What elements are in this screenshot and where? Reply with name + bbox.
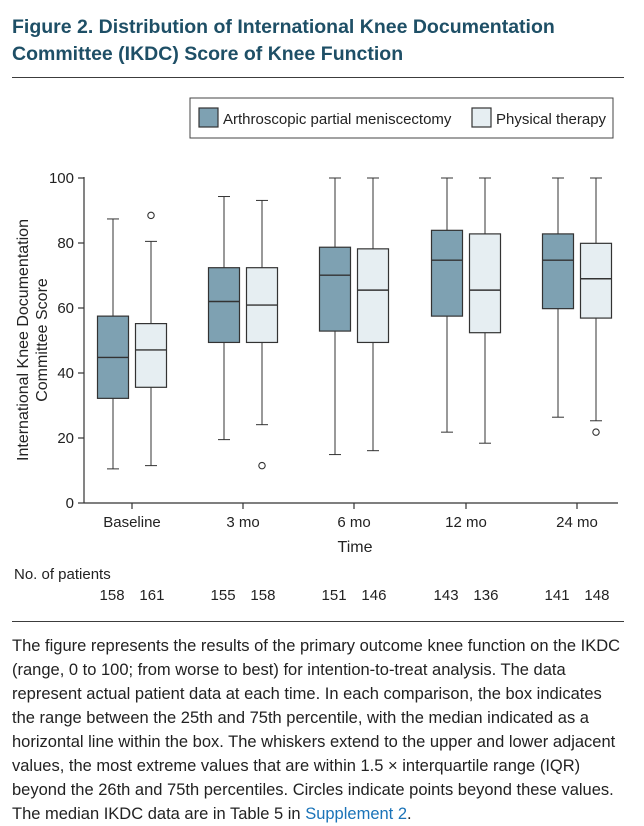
box-pt-5 <box>579 177 613 436</box>
patient-count: 155 <box>211 587 236 604</box>
y-tick-label: 80 <box>57 235 74 252</box>
box-pt-3 <box>356 177 390 452</box>
caption-divider <box>12 621 624 622</box>
outlier-point <box>147 211 155 220</box>
legend-label-1: Arthroscopic partial meniscectomy <box>223 111 452 128</box>
patient-count: 141 <box>545 587 570 604</box>
y-tick-label: 60 <box>57 300 74 317</box>
patient-count: 158 <box>250 587 275 604</box>
box-pt-1 <box>134 211 168 467</box>
legend-swatch-2 <box>471 107 492 128</box>
y-axis-title: International Knee Documentation Committe… <box>15 219 51 461</box>
box-apm-2 <box>207 196 241 441</box>
iqr-box <box>468 233 502 334</box>
x-tick-label: 3 mo <box>226 514 259 531</box>
title-divider <box>12 77 624 78</box>
x-tick-label: Baseline <box>103 514 161 531</box>
patients-label: No. of patients <box>14 566 111 583</box>
iqr-box <box>579 242 613 319</box>
chart-axes: 0 20 40 60 80 100 Baseline 3 mo 6 mo 12 mo 24 mo Ti… <box>15 170 618 556</box>
y-tick-label: 100 <box>49 170 74 187</box>
patient-count: 143 <box>434 587 459 604</box>
outlier-point <box>592 428 600 436</box>
box-plot-chart: Arthroscopic partial meniscectomy Physica… <box>14 97 618 604</box>
iqr-box <box>134 323 168 388</box>
box-apm-3 <box>318 177 352 456</box>
legend-swatch-1 <box>198 107 219 128</box>
y-tick-label: 0 <box>66 495 74 512</box>
iqr-box <box>541 233 575 310</box>
legend-frame <box>189 97 614 139</box>
iqr-box <box>430 229 464 317</box>
box-apm-4 <box>430 177 464 433</box>
patient-count: 146 <box>361 587 386 604</box>
y-tick-label: 40 <box>57 365 74 382</box>
figure-caption: The figure represents the results of the… <box>12 634 624 826</box>
patient-count: 158 <box>100 587 125 604</box>
x-tick-label: 24 mo <box>556 514 598 531</box>
iqr-box <box>207 267 241 344</box>
box-pt-2 <box>245 199 279 470</box>
x-tick-label: 12 mo <box>445 514 487 531</box>
y-axis-title-line1: International Knee Documentation <box>15 219 32 461</box>
x-tick-label: 6 mo <box>337 514 370 531</box>
patient-count: 151 <box>322 587 347 604</box>
legend: Arthroscopic partial meniscectomy Physica… <box>189 97 614 139</box>
box-pt-4 <box>468 177 502 444</box>
iqr-box <box>318 246 352 332</box>
figure-title: Figure 2. Distribution of International … <box>12 16 555 65</box>
legend-label-2: Physical therapy <box>496 111 607 128</box>
patient-counts: No. of patients 158 161 155 158 151 146 143 136 1… <box>14 566 609 604</box>
y-axis-title-line2: Committee Score <box>34 278 51 402</box>
box-apm-5 <box>541 177 575 418</box>
box-plot-marks <box>96 177 613 470</box>
iqr-box <box>356 248 390 344</box>
outlier-point <box>258 461 266 470</box>
patient-count: 161 <box>139 587 164 604</box>
box-apm-1 <box>96 218 130 470</box>
x-axis-title: Time <box>338 539 373 556</box>
patient-count: 148 <box>584 587 609 604</box>
caption-text: The figure represents the results of the… <box>12 637 621 823</box>
y-tick-label: 20 <box>57 430 74 447</box>
patient-count: 136 <box>473 587 498 604</box>
